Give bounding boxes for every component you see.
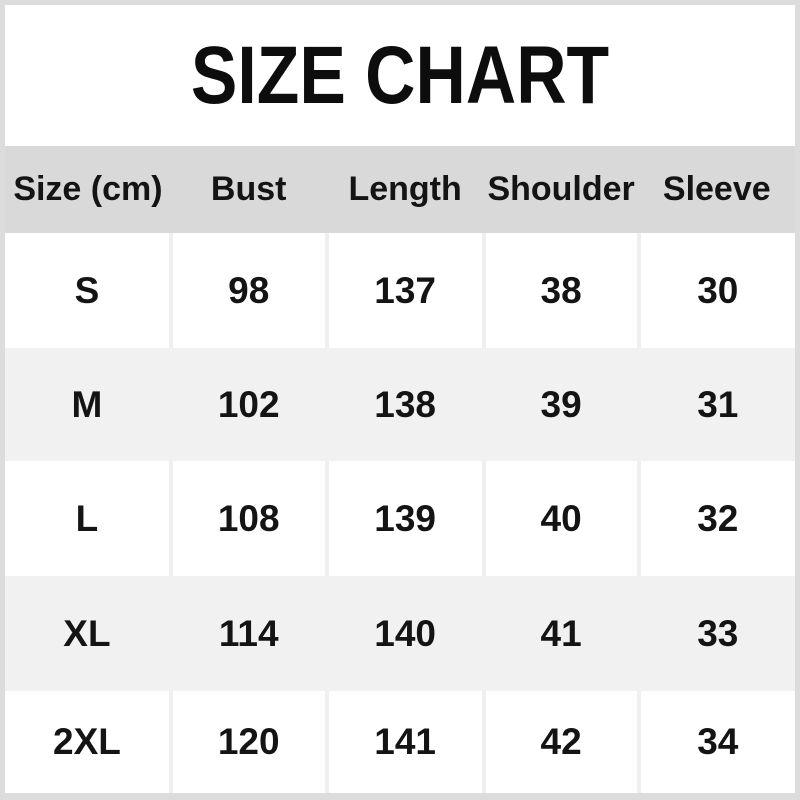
table-header-row: Size (cm) Bust Length Shoulder Sleeve bbox=[5, 146, 795, 233]
table-row-m: M 102 138 39 31 bbox=[5, 348, 795, 461]
shoulder-value-cell: 39 bbox=[481, 348, 639, 461]
sleeve-value-cell: 33 bbox=[636, 576, 795, 691]
column-header-shoulder: Shoulder bbox=[487, 170, 635, 208]
table-row-xl: XL 114 140 41 33 bbox=[5, 576, 795, 691]
shoulder-value-cell: 40 bbox=[481, 461, 639, 576]
page-title: SIZE CHART bbox=[154, 29, 646, 121]
bust-value-cell: 102 bbox=[168, 348, 327, 461]
title-section: SIZE CHART bbox=[5, 5, 795, 146]
size-label-cell: S bbox=[74, 269, 100, 311]
column-header-bust: Bust bbox=[210, 170, 287, 208]
size-label-cell: 2XL bbox=[53, 721, 121, 762]
bust-value-cell: 120 bbox=[168, 691, 327, 793]
size-chart-table: Size (cm) Bust Length Shoulder Sleeve S … bbox=[5, 146, 795, 793]
length-value-cell: 140 bbox=[324, 576, 484, 691]
size-label-cell: M bbox=[71, 383, 103, 425]
size-label-cell: L bbox=[75, 497, 99, 539]
bust-value-cell: 98 bbox=[168, 233, 327, 348]
sleeve-value-cell: 32 bbox=[636, 461, 795, 576]
size-label-cell: XL bbox=[63, 612, 111, 654]
column-header-sleeve: Sleeve bbox=[662, 170, 771, 208]
sleeve-value-cell: 31 bbox=[636, 348, 795, 461]
column-header-size: Size (cm) bbox=[13, 170, 163, 208]
length-value-cell: 139 bbox=[324, 461, 484, 576]
shoulder-value-cell: 42 bbox=[481, 691, 639, 793]
shoulder-value-cell: 38 bbox=[481, 233, 639, 348]
shoulder-value-cell: 41 bbox=[481, 576, 639, 691]
table-row-s: S 98 137 38 30 bbox=[5, 233, 795, 348]
length-value-cell: 137 bbox=[324, 233, 484, 348]
bust-value-cell: 108 bbox=[168, 461, 327, 576]
table-row-2xl: 2XL 120 141 42 34 bbox=[5, 691, 795, 793]
sleeve-value-cell: 30 bbox=[636, 233, 795, 348]
sleeve-value-cell: 34 bbox=[636, 691, 795, 793]
table-row-l: L 108 139 40 32 bbox=[5, 461, 795, 576]
bust-value-cell: 114 bbox=[168, 576, 327, 691]
column-header-length: Length bbox=[348, 170, 462, 208]
length-value-cell: 141 bbox=[324, 691, 484, 793]
page-title-text: SIZE CHART bbox=[190, 29, 610, 121]
length-value-cell: 138 bbox=[324, 348, 484, 461]
